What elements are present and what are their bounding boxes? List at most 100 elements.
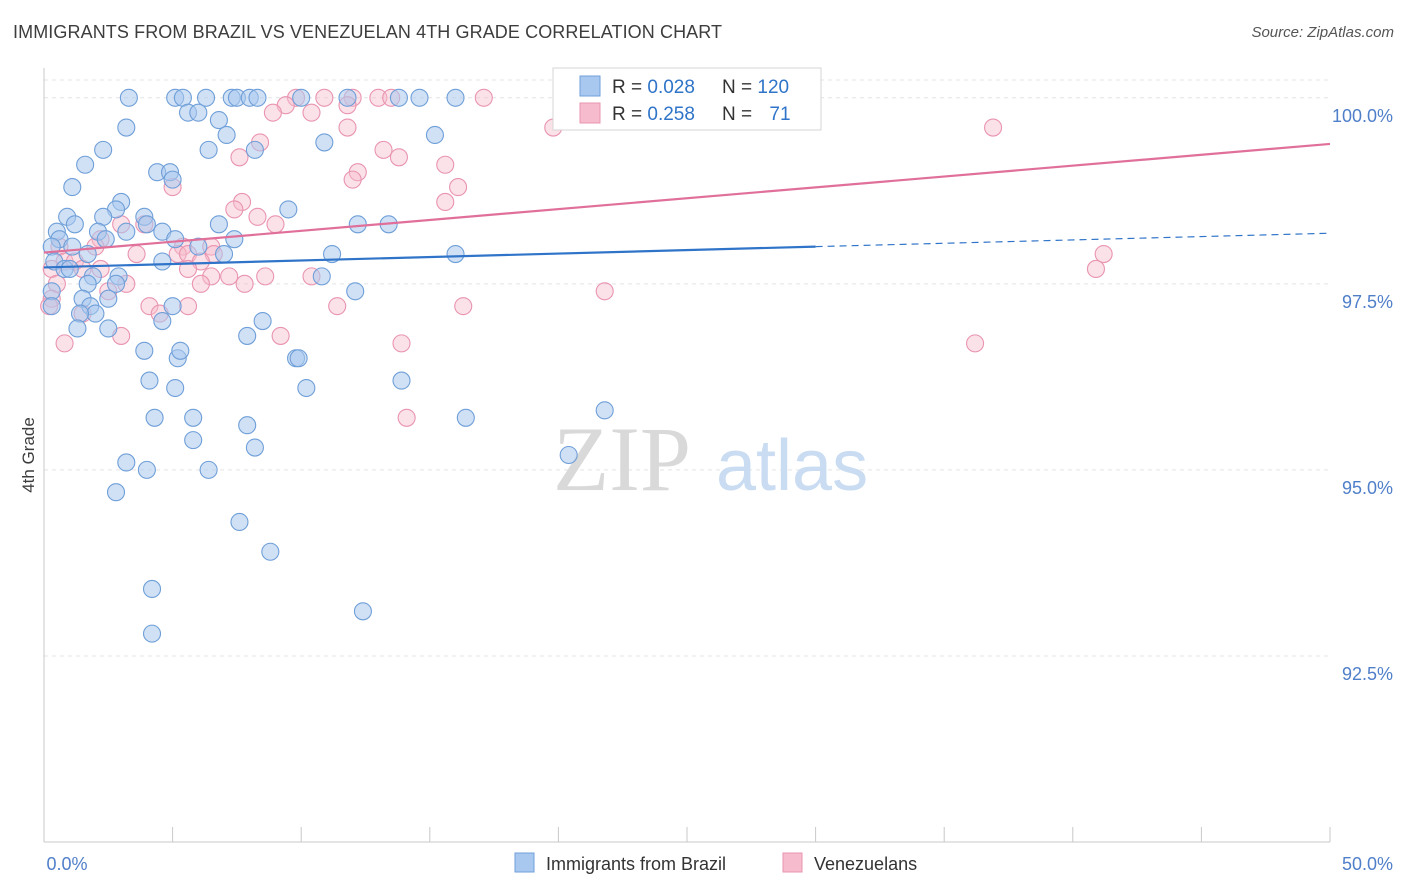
y-axis-label: 4th Grade	[19, 417, 38, 493]
brazil-point-11	[410, 88, 429, 107]
brazil-point-3	[196, 88, 216, 107]
svg-text:N = 120: N = 120	[722, 77, 789, 98]
brazil-point-57	[446, 245, 465, 264]
brazil-point-35	[189, 237, 208, 256]
brazil-point-101	[142, 579, 162, 599]
brazil-point-67	[99, 289, 118, 308]
brazil-point-8	[292, 88, 311, 107]
svg-text:N = 71: N = 71	[722, 104, 791, 125]
brazil-point-89	[238, 416, 257, 435]
brazil-point-23	[245, 140, 264, 159]
venezuelans-point-56	[595, 282, 614, 301]
brazil-point-83	[140, 371, 159, 390]
venezuelans-trend-line	[43, 142, 1331, 254]
venezuelans-point-62	[454, 297, 473, 316]
brazil-point-28	[63, 178, 82, 197]
venezuelans-point-9	[302, 103, 321, 122]
brazil-point-34	[65, 215, 84, 234]
brazil-point-96	[199, 460, 218, 479]
brazil-point-21	[94, 140, 113, 159]
legend-n-label-pink: N =	[722, 104, 757, 125]
brazil-point-9	[338, 88, 357, 107]
legend-r-label-blue: R =	[612, 77, 647, 98]
legend-r-value-blue: 0.028	[647, 77, 695, 98]
watermark-atlas: atlas	[716, 426, 868, 506]
brazil-point-88	[184, 408, 203, 427]
brazil-point-64	[346, 282, 365, 301]
brazil-point-93	[245, 438, 264, 457]
venezuelans-point-54	[235, 274, 254, 293]
venezuelans-point-69	[966, 334, 985, 353]
brazil-point-100	[261, 542, 280, 561]
brazil-point-20	[425, 125, 444, 145]
venezuelans-point-8	[263, 103, 282, 122]
brazil-trend-line	[43, 245, 816, 269]
brazil-point-76	[68, 319, 87, 338]
brazil-point-80	[171, 341, 190, 360]
brazil-point-68	[42, 297, 61, 316]
y-tick-label-0: 100.0%	[1332, 106, 1393, 126]
brazil-point-94	[117, 453, 136, 472]
venezuelans-point-25	[248, 207, 267, 226]
venezuelans-point-1	[315, 88, 334, 107]
brazil-point-97	[559, 445, 578, 465]
brazil-point-91	[595, 401, 614, 420]
legend-n-label-blue: N =	[722, 77, 757, 98]
venezuelans-point-22	[436, 192, 455, 212]
venezuelans-point-19	[343, 170, 362, 189]
brazil-point-0	[119, 88, 138, 107]
venezuelans-point-23	[232, 192, 252, 212]
venezuelans-point-26	[266, 215, 285, 234]
venezuelans-point-42	[1086, 259, 1105, 278]
brazil-point-103	[142, 624, 162, 643]
brazil-point-41	[348, 215, 367, 234]
y-tick-label-3: 92.5%	[1342, 664, 1393, 684]
brazil-point-54	[153, 252, 172, 271]
brazil-point-90	[456, 408, 475, 427]
brazil-point-78	[135, 341, 154, 360]
venezuelans-point-24	[225, 200, 244, 219]
svg-text:R = 0.258: R = 0.258	[612, 104, 695, 125]
brazil-point-63	[106, 274, 126, 293]
grid-lines	[44, 79, 1330, 657]
brazil-point-77	[238, 326, 257, 345]
venezuelans-point-5	[474, 88, 493, 107]
brazil-point-92	[184, 431, 203, 450]
brazil-point-18	[217, 125, 236, 145]
legend-n-value-pink: 71	[769, 104, 790, 125]
axes	[43, 68, 1331, 843]
brazil-point-27	[163, 170, 182, 189]
brazil-point-58	[60, 259, 79, 278]
venezuelans-point-61	[328, 297, 347, 316]
venezuelans-point-53	[191, 274, 210, 293]
venezuelans-point-70	[397, 408, 416, 427]
legend-swatch-pink	[579, 102, 601, 124]
brazil-point-43	[279, 200, 298, 219]
brazil-point-95	[137, 460, 156, 479]
x-tick-label-0: 0.0%	[46, 854, 87, 874]
x-tick-labels: 0.0% 50.0%	[46, 854, 1393, 874]
venezuelans-point-60	[178, 297, 198, 316]
brazil-point-82	[289, 349, 308, 368]
venezuelans-point-41	[1094, 245, 1113, 264]
brazil-point-71	[70, 304, 90, 323]
brazil-point-22	[199, 140, 218, 159]
brazil-point-24	[76, 155, 95, 174]
brazil-point-56	[323, 245, 342, 264]
x-tick-label-1: 50.0%	[1342, 854, 1393, 874]
venezuelans-point-59	[140, 297, 159, 316]
legend-bottom-label-venezuelans: Venezuelans	[814, 854, 917, 874]
brazil-point-87	[145, 408, 164, 427]
y-tick-labels: 100.0% 97.5% 95.0% 92.5%	[1332, 106, 1393, 684]
svg-text:R = 0.028: R = 0.028	[612, 77, 695, 98]
brazil-point-102	[353, 602, 372, 621]
legend-bottom-swatch-pink	[782, 852, 803, 873]
brazil-point-48	[117, 222, 136, 241]
brazil-point-70	[86, 304, 105, 323]
brazil-point-15	[189, 103, 208, 122]
brazil-point-61	[312, 267, 331, 286]
source-credit: Source: ZipAtlas.com	[1251, 24, 1394, 41]
legend-swatch-blue	[579, 75, 601, 97]
brazil-point-86	[392, 371, 411, 390]
y-tick-label-2: 95.0%	[1342, 478, 1393, 498]
